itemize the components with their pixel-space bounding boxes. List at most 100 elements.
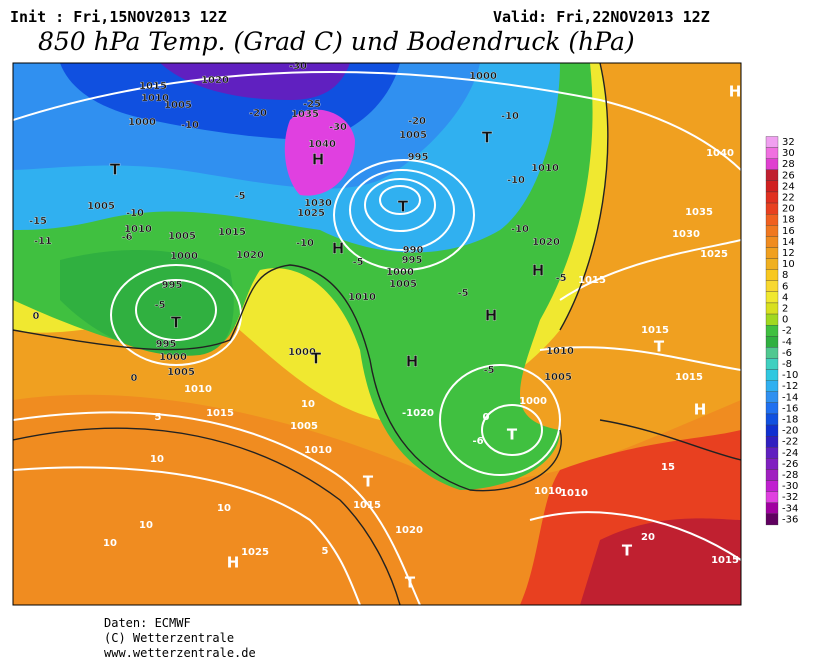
colorbar-label: -34 — [782, 503, 798, 514]
colorbar-label: 18 — [782, 215, 795, 226]
map-label: 10 — [150, 454, 164, 465]
colorbar-label: 10 — [782, 259, 795, 270]
colorbar-label: 14 — [782, 237, 795, 248]
colorbar-label: -30 — [782, 481, 798, 492]
map-label: -25 — [303, 99, 321, 110]
website: www.wetterzentrale.de — [104, 646, 256, 660]
colorbar-label: 2 — [782, 304, 788, 315]
map-frame — [12, 62, 742, 606]
colorbar-swatch — [765, 402, 779, 415]
colorbar-label: 4 — [782, 292, 788, 303]
colorbar-label: -18 — [782, 415, 798, 426]
colorbar-label: 0 — [782, 315, 788, 326]
colorbar-swatch — [765, 458, 779, 470]
colorbar-label: -26 — [782, 459, 798, 470]
map-label: 5 — [155, 412, 162, 423]
data-source: Daten: ECMWF — [104, 616, 191, 630]
map-label: -10 — [507, 175, 525, 186]
colorbar-label: 16 — [782, 226, 795, 237]
map-label: 1010 — [534, 486, 562, 497]
map-label: 1010 — [546, 346, 574, 357]
map-label: 10 — [103, 538, 117, 549]
colorbar-swatch — [765, 380, 779, 392]
colorbar-swatch — [765, 302, 779, 315]
map-label: 1015 — [353, 500, 381, 511]
map-label: 1015 — [139, 81, 167, 92]
colorbar-swatch — [765, 502, 779, 515]
map-label: H — [729, 83, 742, 101]
colorbar: 32302826242220181614121086420-2-4-6-8-10… — [765, 136, 798, 526]
colorbar-label: -14 — [782, 392, 798, 403]
colorbar-swatch — [765, 513, 779, 526]
colorbar-swatch — [765, 213, 779, 226]
map-label: 1035 — [291, 109, 319, 120]
map-label: 990 — [403, 245, 424, 256]
map-label: H — [532, 262, 545, 280]
map-label: 1030 — [304, 198, 332, 209]
colorbar-swatch — [765, 258, 779, 270]
map-label: 1020 — [236, 250, 264, 261]
colorbar-label: -22 — [782, 437, 798, 448]
map-label: -20 — [249, 108, 267, 119]
colorbar-label: -24 — [782, 448, 798, 459]
colorbar-label: 6 — [782, 281, 788, 292]
map-label: 1000 — [159, 352, 187, 363]
map-label: 0 — [131, 373, 138, 384]
colorbar-label: -4 — [782, 337, 792, 348]
colorbar-label: 12 — [782, 248, 795, 259]
map-label: 1015 — [206, 408, 234, 419]
colorbar-label: 28 — [782, 159, 795, 170]
colorbar-label: 20 — [782, 204, 795, 215]
map-label: T — [171, 314, 182, 332]
map-label: T — [110, 161, 121, 179]
map-label: H — [406, 353, 419, 371]
colorbar-label: -2 — [782, 326, 792, 337]
colorbar-swatch — [765, 269, 779, 281]
map-label: 1000 — [128, 117, 156, 128]
colorbar-label: 32 — [782, 137, 795, 148]
colorbar-swatch — [765, 424, 779, 437]
map-label: 1005 — [399, 130, 427, 141]
colorbar-swatch — [765, 480, 779, 492]
map-title: 850 hPa Temp. (Grad C) und Bodendruck (h… — [38, 27, 635, 56]
map-label: 20 — [641, 532, 655, 543]
map-label: -5 — [457, 288, 468, 299]
colorbar-swatch — [765, 324, 779, 337]
colorbar-label: -28 — [782, 470, 798, 481]
colorbar-swatch — [765, 391, 779, 404]
map-label: 0 — [33, 311, 40, 322]
map-label: H — [694, 401, 707, 419]
colorbar-swatch — [765, 247, 779, 259]
init-time: Init : Fri,15NOV2013 12Z — [10, 8, 227, 26]
map-label: H — [332, 240, 345, 258]
colorbar-swatch — [765, 369, 779, 381]
colorbar-label: -32 — [782, 492, 798, 503]
colorbar-label: -12 — [782, 381, 798, 392]
map-label: 995 — [408, 152, 429, 163]
map-label: T — [398, 198, 409, 216]
map-label: -30 — [289, 61, 307, 72]
map-label: T — [507, 426, 518, 444]
map-label: 1005 — [389, 279, 417, 290]
map-label: 1000 — [519, 396, 547, 407]
colorbar-swatch — [765, 347, 779, 359]
map-label: 1015 — [641, 325, 669, 336]
map-label: 995 — [156, 339, 177, 350]
colorbar-swatch — [765, 336, 779, 348]
map-label: 1000 — [469, 71, 497, 82]
map-label: 1030 — [672, 229, 700, 240]
colorbar-swatch — [765, 358, 779, 370]
map-label: 1000 — [386, 267, 414, 278]
colorbar-label: 8 — [782, 270, 788, 281]
map-label: -5 — [234, 191, 245, 202]
colorbar-label: 30 — [782, 148, 795, 159]
colorbar-swatch — [765, 191, 779, 204]
map-label: 1005 — [168, 231, 196, 242]
colorbar-label: 22 — [782, 193, 795, 204]
map-label: T — [482, 129, 493, 147]
map-label: -6 — [472, 436, 483, 447]
map-label: 1010 — [304, 445, 332, 456]
map-label: 1020 — [395, 525, 423, 536]
map-label: 10 — [139, 520, 153, 531]
